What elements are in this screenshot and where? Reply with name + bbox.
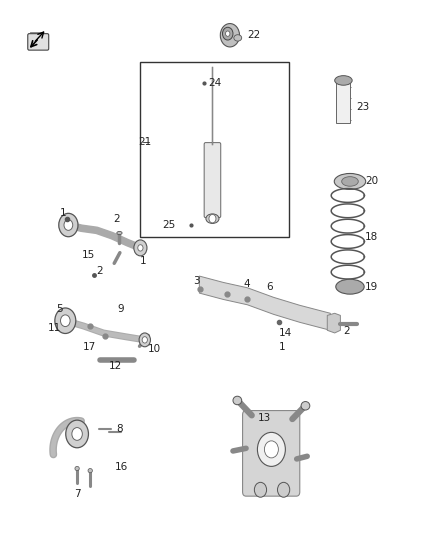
Text: 3: 3	[193, 277, 199, 286]
Bar	[141, 62, 289, 237]
Text: 20: 20	[365, 176, 378, 187]
Text: 1: 1	[279, 342, 286, 352]
Circle shape	[55, 308, 76, 334]
Circle shape	[60, 315, 70, 327]
Text: 24: 24	[208, 78, 221, 88]
FancyBboxPatch shape	[28, 34, 49, 50]
Text: 10: 10	[148, 344, 161, 354]
FancyBboxPatch shape	[243, 410, 300, 496]
Ellipse shape	[75, 466, 79, 471]
Ellipse shape	[301, 401, 310, 410]
Circle shape	[142, 337, 148, 343]
Text: 17: 17	[83, 342, 96, 352]
Text: 1: 1	[140, 256, 146, 266]
Text: 19: 19	[365, 282, 378, 292]
Text: 2: 2	[113, 214, 120, 224]
Text: 11: 11	[48, 322, 61, 333]
Ellipse shape	[233, 396, 242, 405]
Ellipse shape	[234, 35, 242, 41]
Polygon shape	[327, 313, 340, 333]
Circle shape	[220, 23, 240, 47]
Text: 2: 2	[343, 326, 350, 336]
Text: 22: 22	[247, 30, 261, 41]
Circle shape	[258, 432, 286, 466]
Circle shape	[254, 482, 267, 497]
Circle shape	[139, 333, 150, 347]
Ellipse shape	[342, 176, 358, 186]
Circle shape	[72, 427, 82, 440]
Text: 18: 18	[365, 232, 378, 243]
Circle shape	[209, 214, 216, 223]
Ellipse shape	[117, 231, 122, 235]
Text: 2: 2	[96, 266, 102, 276]
Text: 4: 4	[244, 279, 250, 288]
Ellipse shape	[88, 469, 92, 473]
Polygon shape	[199, 276, 330, 330]
Ellipse shape	[336, 279, 364, 294]
Circle shape	[59, 213, 78, 237]
FancyBboxPatch shape	[204, 143, 221, 217]
Text: 14: 14	[279, 328, 293, 338]
Circle shape	[265, 441, 279, 458]
Ellipse shape	[334, 173, 366, 189]
Bar	[336, 83, 350, 123]
Text: 9: 9	[118, 304, 124, 314]
Text: 7: 7	[74, 489, 81, 499]
Ellipse shape	[206, 214, 219, 223]
Circle shape	[138, 245, 143, 251]
Text: 25: 25	[162, 220, 176, 230]
Text: 8: 8	[117, 424, 123, 434]
Text: 5: 5	[57, 304, 63, 314]
Circle shape	[226, 31, 230, 36]
Text: 21: 21	[138, 136, 152, 147]
Text: 13: 13	[258, 413, 271, 423]
Text: 6: 6	[266, 282, 273, 292]
Text: 12: 12	[109, 361, 122, 372]
Ellipse shape	[335, 76, 352, 85]
Text: 15: 15	[81, 250, 95, 260]
Circle shape	[134, 240, 147, 256]
Text: 23: 23	[357, 102, 370, 112]
Text: 1: 1	[60, 208, 66, 219]
Circle shape	[64, 220, 73, 230]
Text: 16: 16	[115, 463, 128, 472]
Circle shape	[66, 420, 88, 448]
Circle shape	[278, 482, 290, 497]
Circle shape	[223, 27, 233, 40]
